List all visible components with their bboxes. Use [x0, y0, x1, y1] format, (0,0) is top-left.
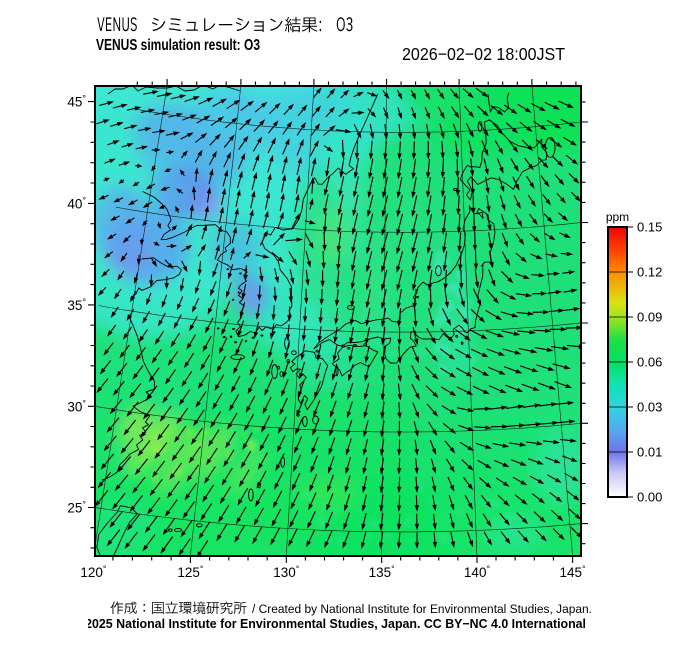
- svg-text:ppm: ppm: [606, 210, 629, 224]
- svg-text:©2025 National Institute for E: ©2025 National Institute for Environment…: [76, 616, 586, 631]
- svg-text:0.09: 0.09: [637, 310, 662, 325]
- svg-text:30°: 30°: [67, 398, 86, 414]
- svg-text:130°: 130°: [273, 564, 300, 580]
- svg-text:2026−02−02 18:00JST: 2026−02−02 18:00JST: [402, 44, 565, 64]
- svg-text:0.00: 0.00: [637, 490, 662, 505]
- svg-text:0.01: 0.01: [637, 445, 662, 460]
- svg-text:140°: 140°: [464, 564, 491, 580]
- svg-text:35°: 35°: [67, 297, 86, 313]
- svg-text:0.12: 0.12: [637, 265, 662, 280]
- svg-text:135°: 135°: [369, 564, 396, 580]
- svg-text:0.06: 0.06: [637, 355, 662, 370]
- svg-text:120°: 120°: [80, 564, 107, 580]
- svg-text:25°: 25°: [67, 500, 86, 516]
- svg-text:145°: 145°: [560, 564, 587, 580]
- svg-text:0.15: 0.15: [637, 220, 662, 235]
- svg-text:VENUS simulation result: O3: VENUS simulation result: O3: [96, 37, 260, 54]
- svg-text:0.03: 0.03: [637, 400, 662, 415]
- svg-text:45°: 45°: [67, 94, 86, 110]
- svg-text:125°: 125°: [177, 564, 204, 580]
- svg-text:/ Created by National Institut: / Created by National Institute for Envi…: [252, 602, 592, 616]
- svg-text:40°: 40°: [67, 195, 86, 211]
